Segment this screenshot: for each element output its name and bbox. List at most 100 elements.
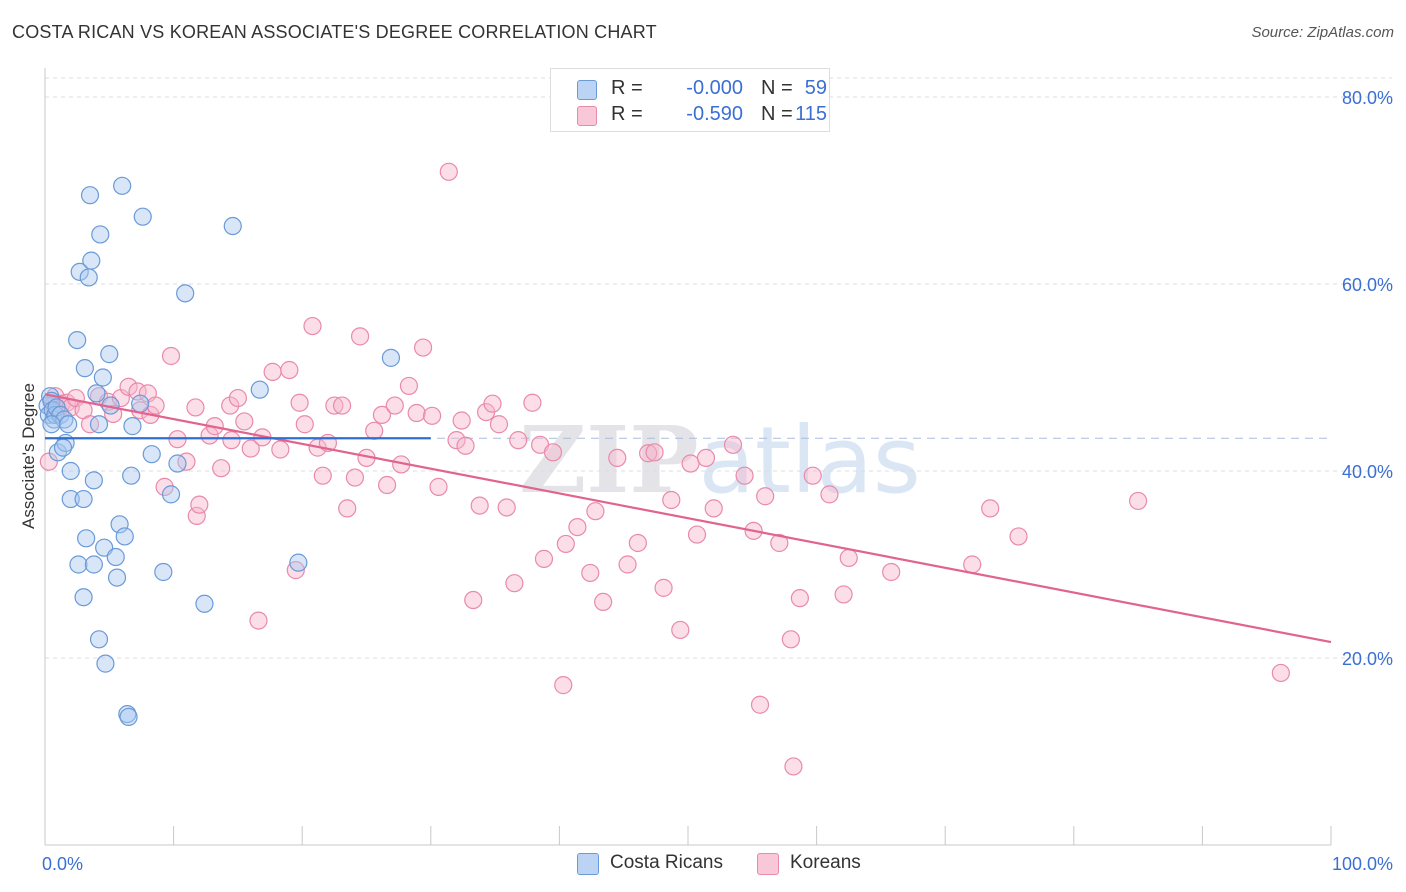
costa-rican-point [168,454,187,473]
korean-point [1009,527,1028,546]
korean-point [781,630,800,649]
korean-point [429,477,448,496]
costa-rican-point [46,405,65,424]
korean-point [190,495,209,514]
korean-point [119,377,138,396]
korean-point [313,466,332,485]
legend-r-label: R = [611,103,643,125]
korean-point [645,443,664,462]
chart-title: COSTA RICAN VS KOREAN ASSOCIATE'S DEGREE… [12,22,657,42]
korean-point [820,485,839,504]
costa-rican-point [115,527,134,546]
korean-point [556,534,575,554]
costa-rican-point [70,262,89,281]
costa-rican-point [113,176,132,195]
korean-point [399,376,419,396]
korean-point [413,338,433,357]
korean-point [407,403,426,423]
costa-rican-point [77,529,96,548]
korean-point [422,406,442,425]
korean-point [681,454,700,473]
koreans-legend-swatch [757,853,779,875]
x-tick-label-min: 0.0% [42,854,83,874]
korean-point [963,555,982,574]
korean-point [350,327,370,346]
korean-point [456,436,475,455]
korean-point [470,496,489,515]
korean-point [654,578,673,597]
legend-r-value: -0.590 [686,103,743,125]
korean-point [882,562,901,582]
korean-point [241,439,260,458]
y-axis-label: Associate's Degree [19,383,38,529]
costa-rican-point [119,707,138,727]
korean-point [365,421,384,440]
costa-rican-point [84,555,103,574]
korean-point [464,590,483,610]
korean-point [543,443,563,462]
legend-r-label: R = [611,77,643,99]
korean-point [608,448,627,468]
costa-rican-point [223,216,242,236]
korean-point [263,362,282,381]
korean-point [639,444,658,463]
costa-rican-point [80,186,100,205]
costa-rican-point [84,471,103,490]
korean-point [770,533,789,553]
korean-point [839,548,858,568]
korean-point [704,499,723,518]
costa-rican-point [93,368,112,387]
korean-point [345,468,365,487]
korean-point [735,466,754,485]
korean-point [146,396,165,415]
costa-rican-point [123,417,142,436]
legend-n-label: N = [761,103,793,125]
korean-point [286,561,305,580]
korean-point [723,435,743,454]
costa-rican-point [289,553,308,572]
korean-point [280,360,299,380]
koreans-swatch [577,106,597,126]
legend-r-value: -0.000 [686,77,743,99]
korean-point [509,431,528,450]
costa-rican-point [161,485,181,504]
korean-point [594,592,613,612]
korean-point [161,346,181,366]
korean-point [1128,491,1148,511]
costa-rican-point [61,461,80,481]
costa-rican-point [53,438,73,457]
korean-point [325,396,344,415]
watermark-atlas: atlas [699,407,921,514]
legend-n-label: N = [761,77,793,99]
y-tick-label: 80.0% [1342,88,1393,108]
costa-rican-point [79,268,98,287]
costa-rican-point [250,380,269,399]
costa-rican-point [142,445,161,464]
korean-point [439,162,458,181]
costa-rican-point [89,415,109,434]
costa-ricans-swatch [577,80,597,100]
korean-point [554,676,573,695]
korean-point [222,431,241,450]
costa-rican-point [68,331,87,350]
costa-rican-point [61,489,80,509]
costa-rican-point [91,225,110,244]
costa-rican-point [74,489,93,509]
costa-rican-point [42,415,61,434]
korean-point [803,466,822,485]
korean-trendline [44,393,1332,644]
korean-point [452,411,471,430]
korean-point [212,459,231,478]
korean-point [447,431,466,450]
korean-point [186,398,205,417]
korean-point [671,620,690,640]
costa-rican-point [74,588,93,607]
korean-point [618,555,637,574]
korean-point [303,316,322,336]
korean-point [534,549,554,568]
costa-rican-point [133,207,152,226]
korean-point [696,448,716,468]
korean-point [756,487,775,506]
korean-point [750,695,770,714]
